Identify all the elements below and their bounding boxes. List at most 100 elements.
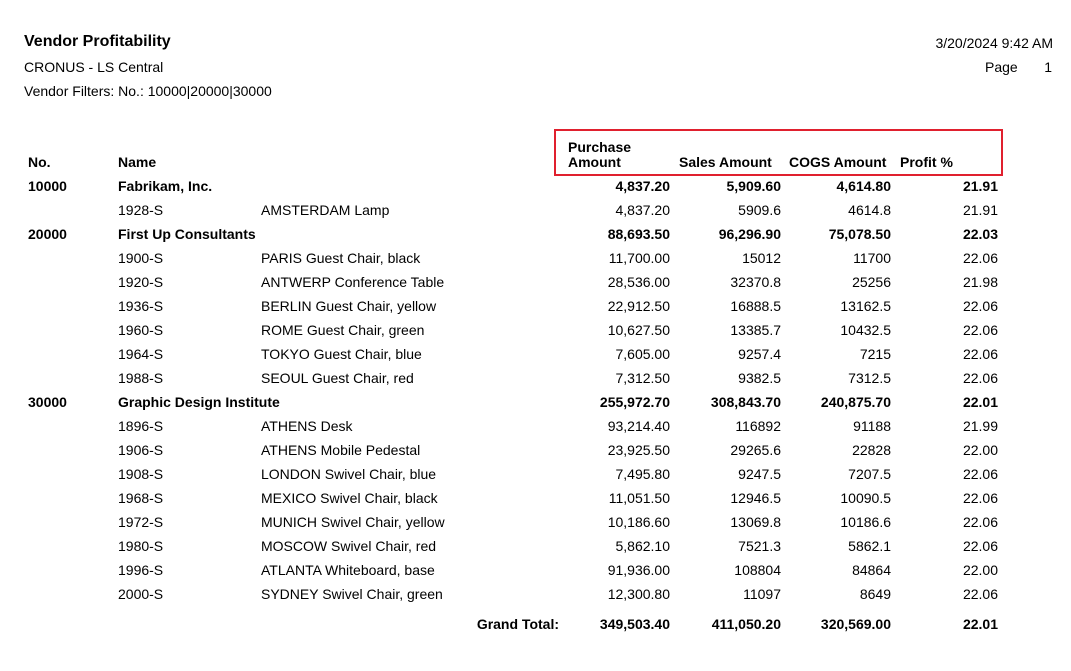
item-description: MOSCOW Swivel Chair, red [261,538,437,554]
purchase-amount: 11,700.00 [608,250,670,266]
highlight-annotation-box [554,129,1003,176]
profit-percent: 22.06 [962,586,998,602]
profit-percent: 22.06 [962,490,998,506]
cogs-amount: 7215 [859,346,891,362]
profit-percent: 22.00 [962,442,998,458]
cogs-amount: 11700 [853,250,891,266]
profit-percent: 22.06 [962,298,998,314]
item-row: 1928-S AMSTERDAM Lamp 4,837.20 5909.6 46… [0,198,1071,222]
sales-amount: 29265.6 [730,442,781,458]
profit-percent: 21.91 [962,202,998,218]
purchase-amount: 7,495.80 [615,466,671,482]
purchase-amount: 10,627.50 [607,322,670,338]
purchase-amount: 255,972.70 [599,394,670,410]
profit-percent: 22.00 [962,562,998,578]
profit-percent: 22.06 [962,466,998,482]
vendor-name: Fabrikam, Inc. [118,178,213,194]
purchase-amount: 10,186.60 [607,514,670,530]
cogs-amount: 22828 [852,442,891,458]
item-description: PARIS Guest Chair, black [261,250,421,266]
cogs-amount: 84864 [852,562,891,578]
item-description: SYDNEY Swivel Chair, green [261,586,443,602]
company-name: CRONUS - LS Central [24,59,164,75]
vendor-row: 10000 Fabrikam, Inc. 4,837.20 5,909.60 4… [0,174,1071,198]
purchase-amount: 88,693.50 [607,226,670,242]
vendor-no: 30000 [28,394,67,410]
item-description: BERLIN Guest Chair, yellow [261,298,437,314]
sales-amount: 9382.5 [738,370,781,386]
item-no: 1896-S [118,418,164,434]
profit-percent: 21.91 [962,178,998,194]
item-description: SEOUL Guest Chair, red [261,370,414,386]
vendor-name: First Up Consultants [118,226,256,242]
item-no: 1936-S [118,298,164,314]
item-no: 1980-S [118,538,164,554]
item-description: ANTWERP Conference Table [261,274,445,290]
column-header-purchase-line1: Purchase [568,139,632,155]
profit-percent: 22.06 [962,322,998,338]
purchase-amount: 7,312.50 [615,370,671,386]
item-description: ATHENS Mobile Pedestal [261,442,421,458]
item-row: 1906-S ATHENS Mobile Pedestal 23,925.50 … [0,438,1071,462]
purchase-amount: 28,536.00 [607,274,670,290]
item-row: 1908-S LONDON Swivel Chair, blue 7,495.8… [0,462,1071,486]
vendor-filters: Vendor Filters: No.: 10000|20000|30000 [24,83,272,99]
item-row: 1920-S ANTWERP Conference Table 28,536.0… [0,270,1071,294]
vendor-no: 10000 [28,178,67,194]
item-no: 1906-S [118,442,164,458]
report-title: Vendor Profitability [24,33,171,50]
item-no: 1908-S [118,466,164,482]
profit-percent: 21.98 [962,274,998,290]
cogs-amount: 240,875.70 [820,394,891,410]
sales-amount: 11097 [743,586,781,602]
item-no: 1964-S [118,346,164,362]
purchase-amount: 23,925.50 [607,442,670,458]
item-row: 1960-S ROME Guest Chair, green 10,627.50… [0,318,1071,342]
profit-percent: 22.01 [962,394,998,410]
purchase-amount: 7,605.00 [615,346,671,362]
cogs-amount: 10090.5 [840,490,891,506]
sales-amount: 5,909.60 [726,178,782,194]
vendor-row: 20000 First Up Consultants 88,693.50 96,… [0,222,1071,246]
purchase-amount: 5,862.10 [615,538,671,554]
grand-total-row: Grand Total: 349,503.40 411,050.20 320,5… [0,612,1071,636]
column-header-name: Name [118,154,157,170]
item-description: LONDON Swivel Chair, blue [261,466,437,482]
cogs-amount: 8649 [859,586,891,602]
item-description: TOKYO Guest Chair, blue [261,346,422,362]
cogs-amount: 25256 [852,274,891,290]
cogs-amount: 5862.1 [848,538,891,554]
cogs-amount: 75,078.50 [828,226,891,242]
item-no: 1996-S [118,562,164,578]
item-description: AMSTERDAM Lamp [261,202,390,218]
profit-percent: 21.99 [962,418,998,434]
sales-amount: 13385.7 [730,322,781,338]
cogs-amount: 13162.5 [840,298,891,314]
item-row: 2000-S SYDNEY Swivel Chair, green 12,300… [0,582,1071,606]
item-no: 1960-S [118,322,164,338]
purchase-amount: 11,051.50 [608,490,670,506]
sales-amount: 5909.6 [738,202,781,218]
vendor-no: 20000 [28,226,67,242]
profit-percent: 22.06 [962,346,998,362]
item-row: 1936-S BERLIN Guest Chair, yellow 22,912… [0,294,1071,318]
item-no: 1972-S [118,514,164,530]
item-no: 1928-S [118,202,164,218]
column-header-profit: Profit % [900,154,953,170]
item-row: 1900-S PARIS Guest Chair, black 11,700.0… [0,246,1071,270]
cogs-amount: 7312.5 [848,370,891,386]
item-no: 1900-S [118,250,164,266]
report-table-body: 10000 Fabrikam, Inc. 4,837.20 5,909.60 4… [0,174,1071,606]
item-row: 1988-S SEOUL Guest Chair, red 7,312.50 9… [0,366,1071,390]
item-row: 1980-S MOSCOW Swivel Chair, red 5,862.10… [0,534,1071,558]
profit-percent: 22.06 [962,370,998,386]
item-description: ATLANTA Whiteboard, base [261,562,435,578]
grand-total-cogs: 320,569.00 [820,616,891,632]
item-description: ATHENS Desk [261,418,353,434]
grand-total-profit: 22.01 [962,616,998,632]
purchase-amount: 4,837.20 [615,202,671,218]
cogs-amount: 91188 [853,418,891,434]
item-no: 1920-S [118,274,164,290]
column-header-sales: Sales Amount [679,154,772,170]
item-description: ROME Guest Chair, green [261,322,425,338]
